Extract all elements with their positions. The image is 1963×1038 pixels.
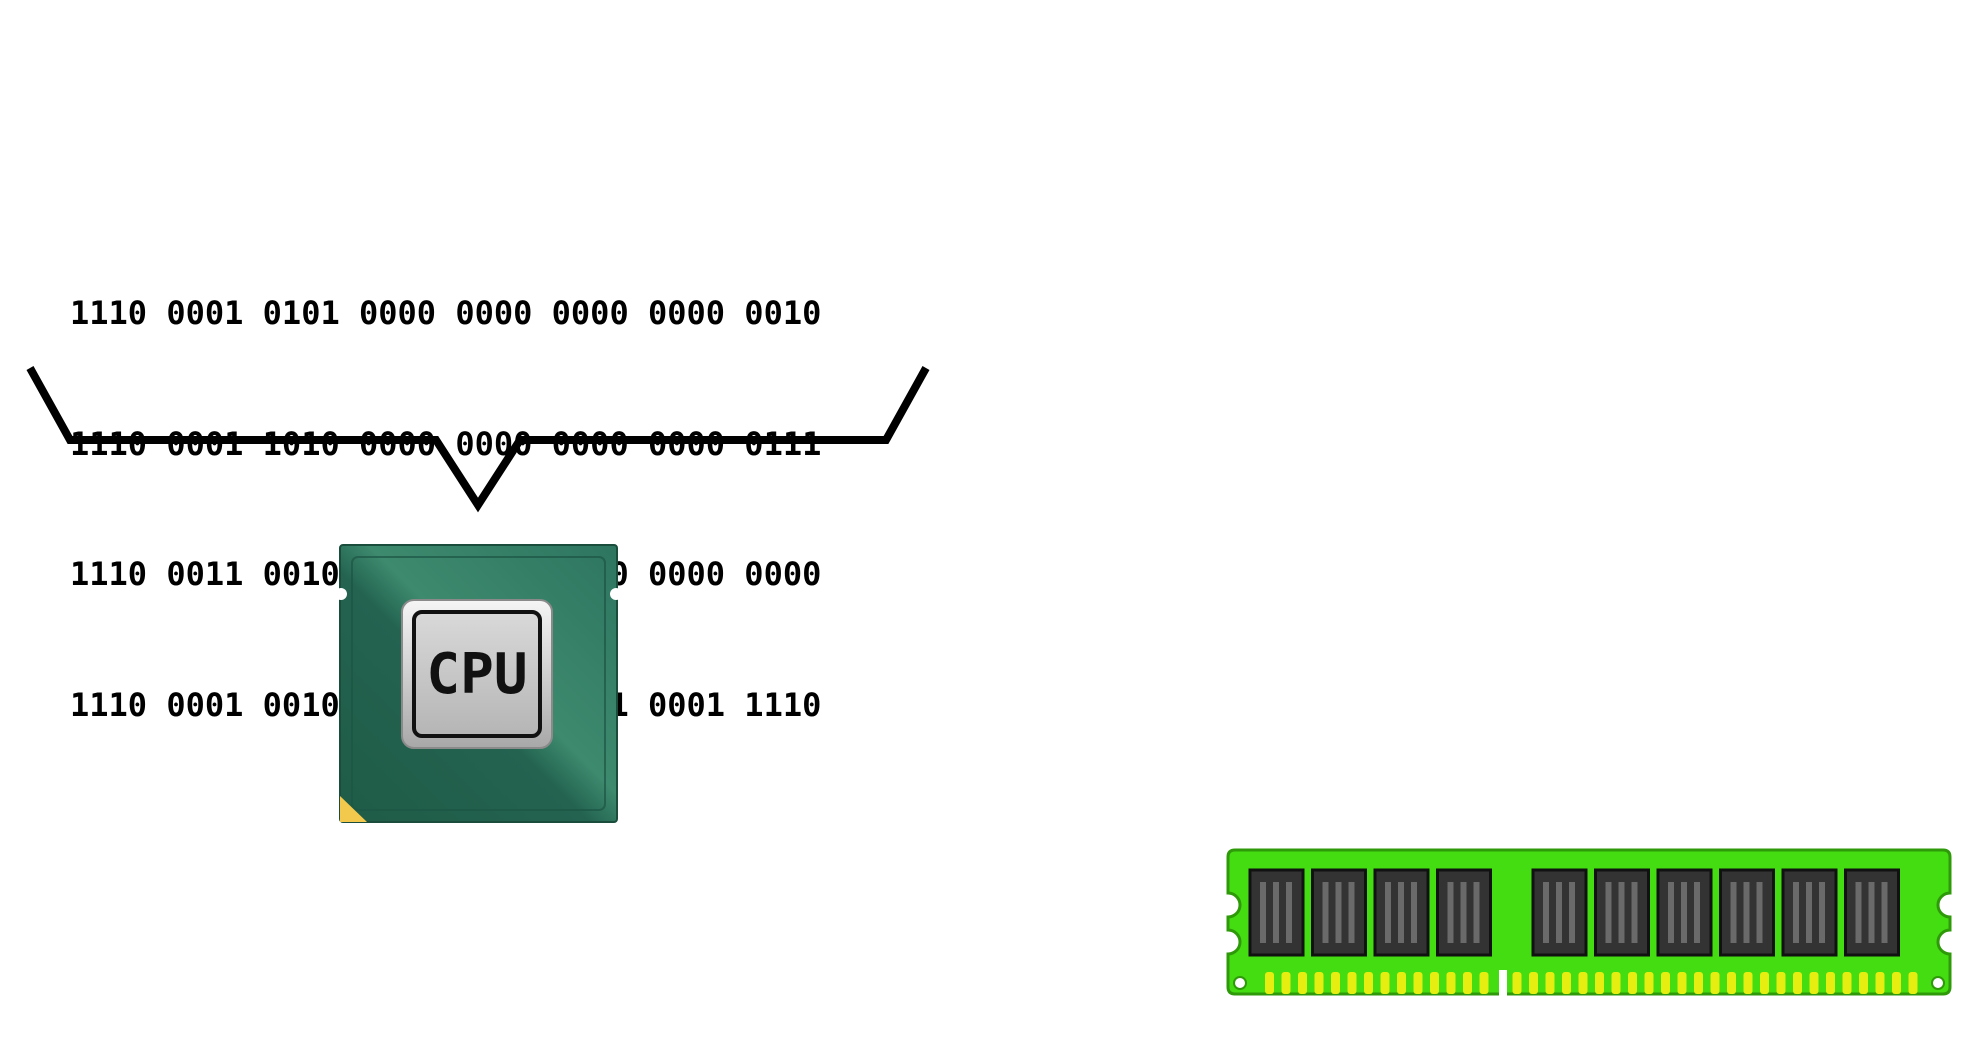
ram-contact-pin	[1826, 972, 1835, 994]
ram-contact-pin	[1413, 972, 1423, 994]
cpu-corner-marker	[340, 796, 367, 822]
ram-chip-marking	[1473, 882, 1480, 943]
ram-chip-marking	[1694, 882, 1700, 943]
ram-chip	[1781, 868, 1838, 957]
ram-contact-pin	[1578, 972, 1588, 994]
ram-chip-marking	[1819, 882, 1825, 943]
ram-chip-marking	[1618, 882, 1625, 943]
ram-chip-marking	[1806, 882, 1812, 943]
ram-contact-pin	[1875, 972, 1885, 994]
ram-contact-pin	[1842, 972, 1852, 994]
cpu-label: CPU	[426, 642, 527, 707]
ram-contact-pin	[1265, 972, 1274, 994]
ram-chips	[1248, 868, 1900, 957]
ram-contact-pin	[1380, 972, 1390, 994]
ram-contact-pin	[1281, 972, 1291, 994]
ram-contact-pin	[1298, 972, 1307, 994]
ram-contact-pin	[1892, 972, 1901, 994]
ram-contact-pin	[1776, 972, 1786, 994]
ram-contact-pin	[1694, 972, 1703, 994]
ram-chip	[1531, 868, 1588, 957]
ram-contacts	[1265, 972, 1918, 994]
ram-contact-pin	[1430, 972, 1439, 994]
ram-chip	[1248, 868, 1305, 957]
cpu-notch-left	[335, 588, 347, 600]
ram-hole-left	[1233, 976, 1247, 990]
binary-line: 1110 0001 0101 0000 0000 0000 0000 0010	[70, 294, 822, 332]
ram-contact-pin	[1512, 972, 1522, 994]
ram-chip	[1594, 868, 1650, 957]
ram-chip-marking	[1348, 882, 1355, 943]
ram-contact-pin	[1314, 972, 1324, 994]
ram-chip-marking	[1460, 882, 1467, 943]
ram-chip-marking	[1855, 882, 1862, 943]
ram-contact-pin	[1479, 972, 1489, 994]
ram-contact-pin	[1545, 972, 1555, 994]
ram-chip-marking	[1556, 882, 1562, 943]
ram-chip-marking	[1286, 882, 1292, 943]
cpu-chip-icon: CPU	[335, 544, 622, 823]
cpu-board-inner-border	[351, 556, 606, 811]
ram-chip-marking	[1681, 882, 1687, 943]
ram-chip-marking	[1668, 882, 1674, 943]
ram-chip	[1311, 868, 1367, 957]
ram-contact-pin	[1397, 972, 1406, 994]
ram-contact-pin	[1562, 972, 1571, 994]
ram-chip	[1844, 868, 1900, 957]
ram-chip-marking	[1447, 882, 1454, 943]
ram-chip	[1373, 868, 1430, 957]
ram-contact-pin	[1743, 972, 1753, 994]
ram-contact-pin	[1644, 972, 1654, 994]
ram-key-notch	[1499, 970, 1507, 996]
ram-chip	[1719, 868, 1775, 957]
ram-chip-marking	[1730, 882, 1737, 943]
cpu-notch-right	[610, 588, 622, 600]
ram-chip-marking	[1605, 882, 1612, 943]
ram-contact-pin	[1760, 972, 1769, 994]
ram-contact-pin	[1677, 972, 1687, 994]
ram-chip-marking	[1398, 882, 1404, 943]
ram-contact-pin	[1793, 972, 1802, 994]
ram-chip-marking	[1273, 882, 1279, 943]
ram-chip	[1436, 868, 1492, 957]
ram-chip-marking	[1868, 882, 1875, 943]
ram-contact-pin	[1809, 972, 1819, 994]
ram-chip-marking	[1335, 882, 1342, 943]
ram-contact-pin	[1463, 972, 1472, 994]
ram-chip-marking	[1569, 882, 1575, 943]
ram-contact-pin	[1446, 972, 1456, 994]
ram-chip-marking	[1411, 882, 1417, 943]
ram-chip-marking	[1385, 882, 1391, 943]
ram-chip-marking	[1793, 882, 1799, 943]
brace-connector	[26, 366, 930, 513]
ram-chip-marking	[1756, 882, 1763, 943]
ram-contact-pin	[1727, 972, 1736, 994]
ram-module-icon	[1226, 848, 1952, 996]
ram-contact-pin	[1347, 972, 1357, 994]
ram-chip	[1656, 868, 1713, 957]
ram-chip-marking	[1322, 882, 1329, 943]
ram-chip-marking	[1260, 882, 1266, 943]
ram-contact-pin	[1529, 972, 1538, 994]
ram-contact-pin	[1859, 972, 1868, 994]
ram-hole-right	[1931, 976, 1945, 990]
ram-contact-pin	[1595, 972, 1604, 994]
ram-contact-pin	[1908, 972, 1918, 994]
ram-contact-pin	[1710, 972, 1720, 994]
ram-chip-marking	[1631, 882, 1638, 943]
ram-chip-marking	[1543, 882, 1549, 943]
cpu-die-inner	[412, 610, 542, 738]
ram-contact-pin	[1331, 972, 1340, 994]
ram-chip-marking	[1743, 882, 1750, 943]
ram-contact-pin	[1364, 972, 1373, 994]
ram-chip-marking	[1881, 882, 1888, 943]
ram-contact-pin	[1661, 972, 1670, 994]
ram-contact-pin	[1628, 972, 1637, 994]
ram-contact-pin	[1611, 972, 1621, 994]
